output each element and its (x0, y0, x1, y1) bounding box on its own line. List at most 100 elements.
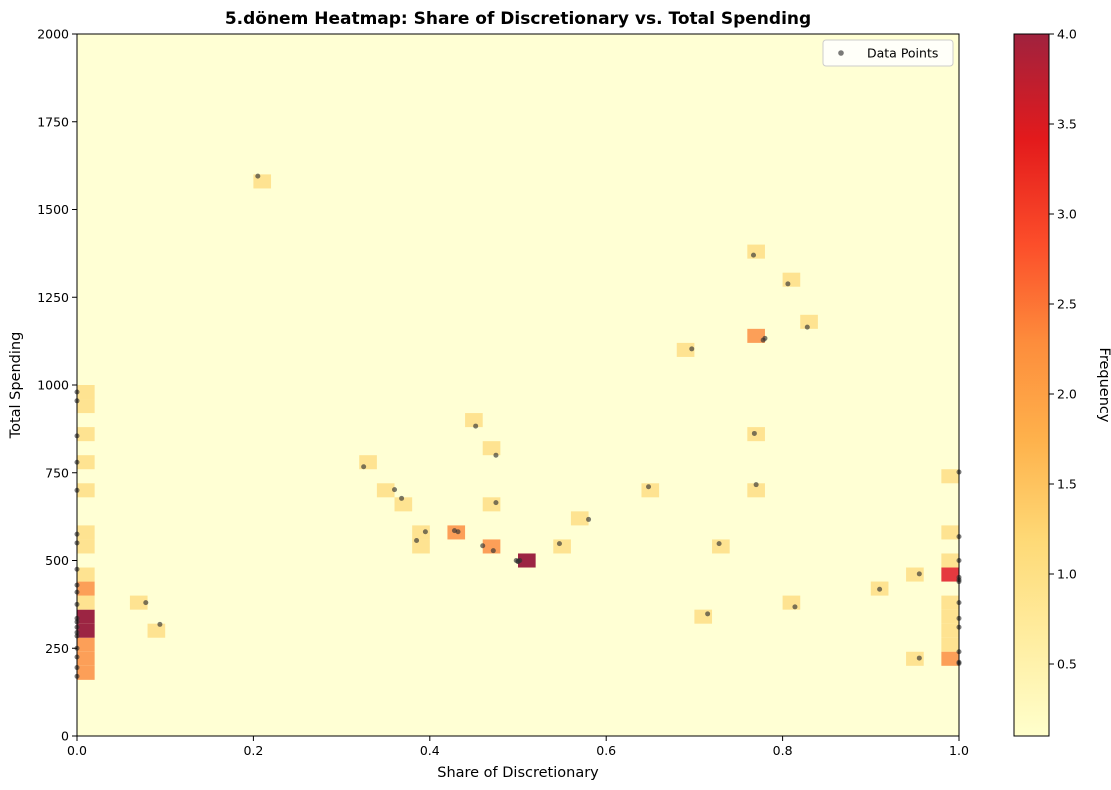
data-point (750, 252, 756, 258)
heatmap-bin (941, 567, 959, 582)
data-point (792, 604, 798, 610)
heatmap-bin (641, 483, 660, 498)
y-axis-label: Total Spending (8, 332, 24, 440)
y-tick-label: 1750 (37, 114, 69, 129)
heatmap-bin (941, 553, 959, 568)
x-axis: 0.0 0.2 0.4 0.6 0.8 1.0 (67, 736, 969, 758)
data-point (490, 548, 496, 554)
data-point (753, 482, 759, 488)
heatmap-bin (147, 623, 166, 638)
data-point (480, 543, 486, 549)
heatmap-bin (941, 525, 959, 540)
heatmap-bin (553, 539, 571, 554)
data-point (515, 559, 521, 565)
x-tick-label: 0.4 (420, 743, 440, 758)
heatmap-bin (570, 511, 589, 526)
heatmap-bin (77, 595, 95, 610)
data-point (646, 484, 652, 490)
y-tick-label: 750 (45, 465, 69, 480)
colorbar-tick-label: 1.0 (1057, 567, 1077, 582)
heatmap-bin (465, 413, 483, 428)
heatmap-bin (77, 637, 95, 652)
heatmap-bin (77, 483, 95, 498)
colorbar: 0.5 1.0 1.5 2.0 2.5 3.0 3.5 4.0 Frequency (1013, 27, 1111, 737)
heatmap-bin (782, 272, 801, 287)
y-tick-label: 2000 (37, 27, 69, 42)
data-point (785, 281, 791, 287)
heatmap-bin (412, 525, 430, 540)
colorbar-gradient (1013, 33, 1050, 737)
heatmap-bin (747, 483, 765, 498)
heatmap-bin (77, 385, 95, 400)
colorbar-tick-label: 0.5 (1057, 657, 1077, 672)
heatmap-bin (747, 244, 765, 259)
heatmap-bin (77, 609, 95, 624)
plot-background (77, 34, 959, 736)
data-point (493, 452, 499, 458)
y-tick-label: 250 (45, 641, 69, 656)
colorbar-tick-label: 3.5 (1057, 117, 1077, 132)
y-tick-label: 1500 (37, 202, 69, 217)
heatmap-bin (800, 314, 818, 329)
heatmap-bin (77, 665, 95, 680)
data-point (157, 621, 163, 627)
heatmap-bin (77, 525, 95, 540)
legend-marker (838, 50, 844, 56)
data-point (705, 611, 711, 617)
y-axis: 0 250 500 750 1000 1250 1500 1750 2000 (37, 27, 77, 744)
colorbar-label: Frequency (1096, 348, 1111, 423)
heatmap-bin (376, 483, 395, 498)
y-tick-label: 0 (61, 729, 69, 744)
data-point (762, 335, 768, 341)
colorbar-tick-label: 4.0 (1057, 27, 1077, 42)
y-tick-label: 1250 (37, 290, 69, 305)
heatmap-bin (77, 567, 95, 582)
x-tick-label: 0.2 (243, 743, 263, 758)
x-axis-label: Share of Discretionary (437, 765, 599, 781)
colorbar-tick-label: 3.0 (1057, 207, 1077, 222)
heatmap-bin (906, 651, 924, 666)
data-point (361, 464, 367, 470)
data-point (399, 495, 405, 501)
data-point (422, 529, 428, 535)
data-point (751, 430, 757, 436)
colorbar-tick-label: 2.5 (1057, 297, 1077, 312)
heatmap-bin (941, 469, 959, 484)
data-point (455, 529, 461, 535)
data-point (143, 600, 149, 606)
heatmap-bin (77, 399, 95, 414)
data-point (689, 346, 695, 352)
heatmap-bin (906, 567, 924, 582)
y-tick-label: 1000 (37, 378, 69, 393)
data-point (392, 487, 398, 493)
heatmap-bin (747, 328, 765, 343)
data-point (716, 541, 722, 547)
heatmap-bin (941, 651, 959, 666)
colorbar-ticks: 0.5 1.0 1.5 2.0 2.5 3.0 3.5 4.0 (1049, 27, 1077, 672)
heatmap-bin (129, 595, 148, 610)
colorbar-tick-label: 1.5 (1057, 477, 1077, 492)
heatmap-bin (941, 595, 959, 610)
x-tick-label: 0.0 (67, 743, 87, 758)
data-point (255, 173, 261, 179)
heatmap-bin (712, 539, 730, 554)
heatmap-bin (482, 539, 501, 554)
heatmap-bin (394, 497, 413, 512)
heatmap-bins (77, 174, 959, 680)
data-point (586, 516, 592, 522)
heatmap-bin (77, 581, 95, 596)
x-tick-label: 0.8 (773, 743, 793, 758)
data-points (74, 173, 962, 679)
heatmap-bin (518, 553, 536, 568)
x-tick-label: 1.0 (949, 743, 969, 758)
y-tick-label: 500 (45, 553, 69, 568)
legend-box (822, 39, 954, 67)
legend-label: Data Points (867, 46, 938, 61)
heatmap-bin (694, 609, 713, 624)
heatmap-bin (77, 651, 95, 666)
heatmap-bin (941, 609, 959, 624)
data-point (493, 500, 499, 506)
colorbar-tick-label: 2.0 (1057, 387, 1077, 402)
heatmap-bin (77, 623, 95, 638)
